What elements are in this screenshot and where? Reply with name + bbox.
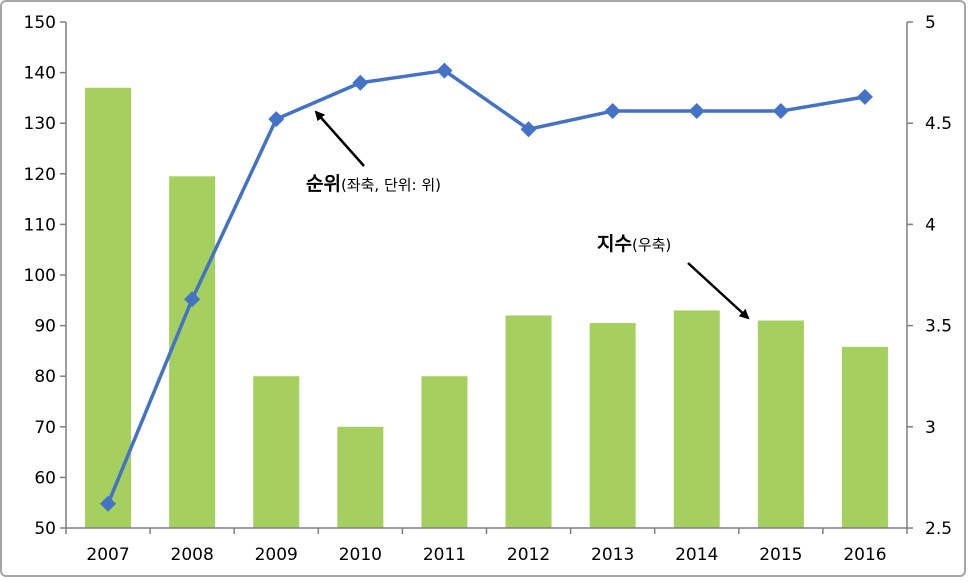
line-point-2010	[352, 74, 369, 91]
bar-2010	[337, 426, 384, 528]
line-point-2007	[100, 495, 117, 512]
x-tick-label: 2007	[86, 545, 129, 565]
bar-2013	[589, 323, 636, 528]
line-point-2014	[688, 103, 705, 120]
x-tick-label: 2014	[675, 545, 718, 565]
bar-2011	[421, 376, 468, 528]
x-tick-label: 2009	[255, 545, 298, 565]
x-tick-label: 2010	[339, 545, 382, 565]
left-tick-label: 90	[34, 317, 56, 337]
left-tick-label: 140	[24, 64, 56, 84]
x-tick-label: 2011	[423, 545, 466, 565]
line-point-2015	[772, 103, 789, 120]
right-tick-label: 3	[925, 418, 936, 438]
x-tick-label: 2013	[591, 545, 634, 565]
left-tick-label: 100	[24, 266, 56, 286]
x-tick-label: 2012	[507, 545, 550, 565]
left-tick-label: 110	[24, 215, 56, 235]
right-tick-label: 5	[925, 13, 936, 33]
line-point-2013	[604, 103, 621, 120]
bar-2012	[505, 315, 552, 528]
annotation-index: 지수(우축)	[597, 233, 671, 255]
right-tick-label: 4	[925, 215, 936, 235]
line-path	[106, 68, 866, 505]
annotation-arrow-index	[687, 262, 750, 320]
annotation-rank: 순위(좌축, 단위: 위)	[306, 173, 441, 195]
bar-series	[85, 87, 888, 528]
line-point-2012	[520, 121, 537, 138]
left-tick-label: 130	[24, 114, 56, 134]
line-point-2008	[184, 291, 201, 308]
left-tick-label: 50	[34, 519, 56, 539]
x-tick-label: 2008	[171, 545, 214, 565]
left-tick-label: 150	[24, 13, 56, 33]
bar-2007	[85, 87, 132, 528]
bar-2016	[841, 346, 888, 528]
bar-2009	[253, 376, 300, 528]
left-tick-label: 60	[34, 468, 56, 488]
left-tick-label: 80	[34, 367, 56, 387]
axes: 50 60 70 80 90 100 110 120 130 140 150 2.5 3 3.5 4 4.5 5…	[24, 13, 953, 565]
left-tick-label: 70	[34, 418, 56, 438]
annotation-arrow-rank	[314, 110, 365, 167]
bar-2008	[169, 176, 216, 528]
line-series	[100, 62, 873, 512]
line-point-2016	[856, 88, 873, 105]
right-tick-label: 3.5	[925, 317, 952, 337]
line-point-2009	[268, 111, 285, 128]
bar-2015	[757, 320, 804, 528]
right-tick-label: 4.5	[925, 114, 952, 134]
bar-2014	[673, 310, 720, 528]
right-tick-label: 2.5	[925, 519, 952, 539]
left-tick-label: 120	[24, 165, 56, 185]
x-tick-label: 2016	[843, 545, 886, 565]
line-point-2011	[436, 62, 453, 79]
x-tick-label: 2015	[759, 545, 802, 565]
